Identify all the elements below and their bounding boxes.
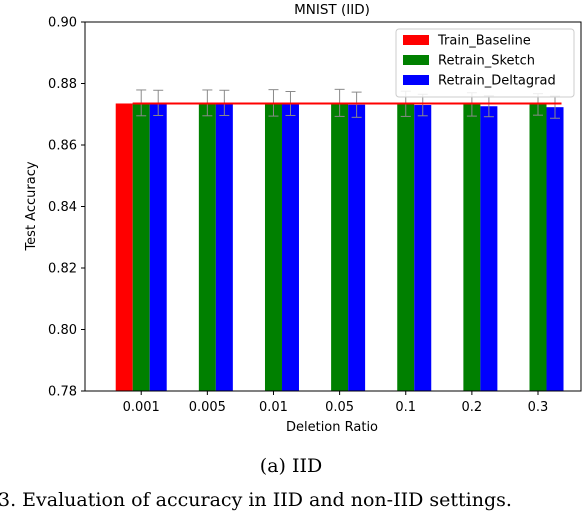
- legend-label: Retrain_Sketch: [438, 54, 535, 69]
- legend-box: [395, 28, 575, 98]
- x-tick-label: 0.001: [123, 400, 160, 415]
- error-bar-retrain-deltagrad-3: [351, 91, 362, 118]
- figure-caption: (a) IID: [259, 455, 323, 477]
- x-tick-label: 0.1: [395, 400, 416, 415]
- bar-retrain-sketch-4: [397, 103, 415, 392]
- bar-retrain-sketch-0: [132, 102, 150, 391]
- bar-retrain-deltagrad-3: [348, 104, 366, 391]
- bar-chart: MNIST (IID) 0.78 0.80 0.82 0.84 0.86 0.88 0.90…: [24, 2, 582, 435]
- x-tick-label: 0.05: [325, 400, 354, 415]
- legend-swatch: [403, 75, 429, 85]
- y-tick-label: 0.88: [48, 77, 77, 92]
- y-tick-label: 0.80: [48, 323, 77, 338]
- bar-retrain-deltagrad-4: [414, 105, 432, 392]
- legend-swatch: [403, 35, 429, 45]
- bar-train-baseline: [115, 103, 133, 392]
- bar-retrain-sketch-5: [463, 104, 481, 391]
- y-tick-label: 0.82: [48, 262, 77, 277]
- x-tick-label: 0.005: [189, 400, 226, 415]
- y-tick-label: 0.90: [48, 16, 77, 31]
- bar-retrain-deltagrad-6: [546, 107, 564, 392]
- y-tick-label: 0.78: [48, 385, 77, 400]
- chart-title: MNIST (IID): [294, 2, 370, 18]
- y-tick-label: 0.86: [48, 139, 77, 154]
- bar-retrain-sketch-1: [198, 102, 216, 391]
- bar-retrain-deltagrad-5: [480, 106, 498, 391]
- y-tick-label: 0.84: [48, 200, 77, 215]
- y-axis-label: Test Accuracy: [24, 161, 39, 251]
- bar-retrain-sketch-2: [264, 102, 282, 391]
- bars-layer: [115, 102, 564, 392]
- legend-swatch: [403, 55, 429, 65]
- figure-footer-text: 3. Evaluation of accuracy in IID and non…: [0, 489, 512, 511]
- bar-retrain-sketch-6: [529, 104, 547, 391]
- legend: Train_Baseline Retrain_Sketch Retrain_Delt…: [395, 28, 575, 98]
- x-tick-label: 0.3: [528, 400, 549, 415]
- legend-label: Retrain_Deltagrad: [438, 74, 556, 89]
- x-axis-label: Deletion Ratio: [286, 420, 378, 435]
- bar-retrain-deltagrad-1: [215, 102, 233, 391]
- bar-retrain-sketch-3: [331, 102, 349, 391]
- axes-layer: 0.78 0.80 0.82 0.84 0.86 0.88 0.90 0.001 0.005 0.…: [48, 16, 582, 415]
- legend-label: Train_Baseline: [437, 34, 531, 49]
- bar-retrain-deltagrad-0: [149, 102, 167, 391]
- bar-retrain-deltagrad-2: [281, 103, 299, 392]
- x-tick-label: 0.01: [259, 400, 288, 415]
- x-tick-label: 0.2: [462, 400, 483, 415]
